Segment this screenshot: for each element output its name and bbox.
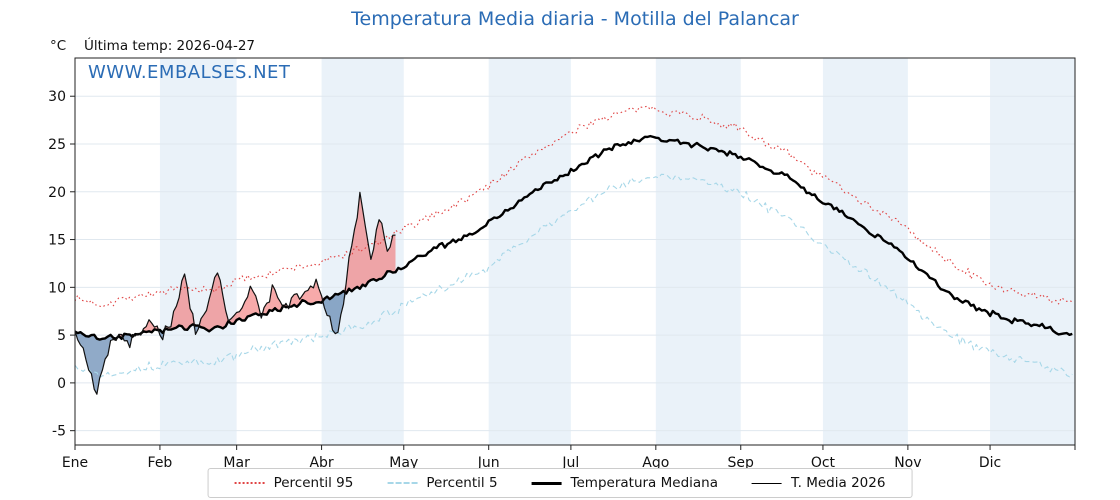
legend-item-mediana: Temperatura Mediana [531,475,718,491]
legend-label-mediana: Temperatura Mediana [570,475,718,491]
svg-text:Oct: Oct [811,455,836,471]
svg-text:Ago: Ago [642,455,669,471]
svg-text:0: 0 [57,376,66,392]
dashed-lightblue-line-icon [387,482,418,484]
svg-text:Feb: Feb [148,455,173,471]
svg-text:5: 5 [57,328,66,344]
svg-text:-5: -5 [52,424,66,440]
svg-text:Jul: Jul [561,455,579,471]
svg-text:Sep: Sep [728,455,755,471]
svg-text:10: 10 [48,280,66,296]
legend: Percentil 95 Percentil 5 Temperatura Med… [207,468,913,498]
legend-item-percentil-95: Percentil 95 [234,475,354,491]
legend-label-percentil-5: Percentil 5 [426,475,498,491]
legend-item-percentil-5: Percentil 5 [387,475,498,491]
svg-text:Abr: Abr [309,455,333,471]
thick-black-line-icon [531,481,562,485]
svg-text:30: 30 [48,89,66,105]
svg-text:Mar: Mar [223,455,250,471]
svg-text:15: 15 [48,233,66,249]
legend-item-tmedia-2026: T. Media 2026 [752,475,885,491]
svg-text:Dic: Dic [979,455,1001,471]
thin-black-line-icon [752,482,782,484]
legend-label-tmedia-2026: T. Media 2026 [791,475,886,491]
svg-text:Jun: Jun [477,455,500,471]
y-unit-label: °C [50,38,67,54]
watermark: WWW.EMBALSES.NET [88,62,291,83]
last-temp-label: Última temp: 2026-04-27 [84,38,256,54]
svg-text:Nov: Nov [894,455,921,471]
svg-text:20: 20 [48,185,66,201]
svg-text:May: May [389,455,418,471]
legend-label-percentil-95: Percentil 95 [273,475,354,491]
dotted-red-line-icon [234,482,265,484]
svg-text:25: 25 [48,137,66,153]
svg-text:Ene: Ene [62,455,88,471]
chart-title: Temperatura Media diaria - Motilla del P… [351,8,799,30]
